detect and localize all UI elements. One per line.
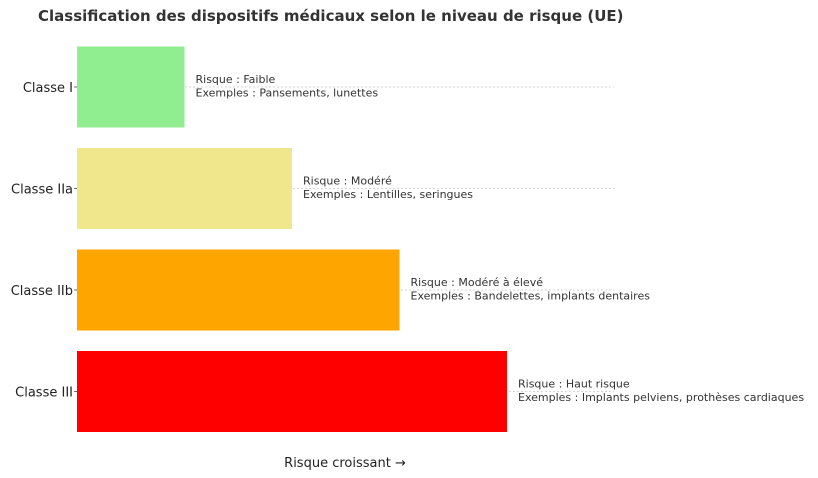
bar bbox=[77, 249, 400, 331]
annotation-risk: Risque : Modéré bbox=[303, 175, 392, 188]
annotation-risk: Risque : Modéré à élevé bbox=[411, 276, 544, 289]
annotation-examples: Exemples : Bandelettes, implants dentair… bbox=[411, 290, 651, 303]
annotation-examples: Exemples : Implants pelviens, prothèses … bbox=[518, 391, 804, 404]
y-tick-labels: Classe I Classe IIa Classe IIb Classe III bbox=[11, 81, 77, 401]
bars bbox=[77, 46, 507, 432]
y-tick-label: Classe IIb bbox=[11, 284, 73, 299]
chart-title: Classification des dispositifs médicaux … bbox=[38, 7, 624, 25]
annotation-examples: Exemples : Pansements, lunettes bbox=[196, 87, 379, 100]
x-axis-label: Risque croissant → bbox=[284, 456, 406, 471]
bar bbox=[77, 148, 292, 229]
annotation-risk: Risque : Haut risque bbox=[518, 378, 630, 391]
y-tick-label: Classe III bbox=[15, 386, 73, 401]
annotation-examples: Exemples : Lentilles, seringues bbox=[303, 188, 473, 201]
annotation-risk: Risque : Faible bbox=[196, 73, 276, 86]
y-tick-label: Classe I bbox=[23, 81, 73, 96]
grid-lines bbox=[77, 86, 614, 392]
bar bbox=[77, 46, 185, 128]
y-tick-label: Classe IIa bbox=[11, 183, 73, 198]
bar bbox=[77, 351, 507, 432]
